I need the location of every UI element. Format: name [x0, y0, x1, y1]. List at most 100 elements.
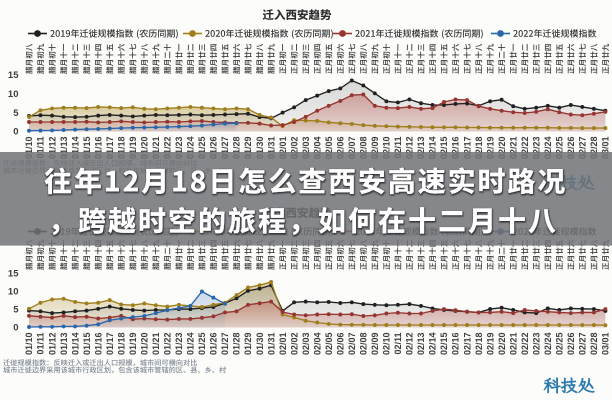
svg-text:02/24: 02/24	[543, 333, 553, 356]
svg-text:02/07: 02/07	[347, 137, 357, 160]
svg-text:01/15: 01/15	[82, 137, 92, 160]
svg-text:01/29: 01/29	[243, 333, 253, 356]
svg-text:02/27: 02/27	[578, 333, 588, 356]
svg-text:0: 0	[13, 323, 18, 334]
svg-text:01/11: 01/11	[36, 333, 46, 355]
svg-text:15: 15	[8, 269, 19, 280]
svg-text:01/30: 01/30	[255, 333, 265, 356]
svg-text:01/17: 01/17	[105, 137, 115, 160]
svg-text:01/21: 01/21	[151, 333, 161, 356]
svg-text:01/14: 01/14	[70, 333, 80, 356]
svg-text:01/18: 01/18	[116, 137, 126, 160]
svg-text:02/20: 02/20	[497, 333, 507, 356]
svg-text:02/11: 02/11	[393, 137, 403, 159]
svg-text:10: 10	[8, 89, 19, 100]
svg-text:02/04: 02/04	[312, 333, 322, 356]
svg-text:01/23: 01/23	[174, 137, 184, 160]
svg-text:01/26: 01/26	[209, 137, 219, 160]
svg-text:02/22: 02/22	[520, 333, 530, 356]
svg-text:02/20: 02/20	[497, 137, 507, 160]
svg-text:01/22: 01/22	[163, 333, 173, 356]
svg-text:01/25: 01/25	[197, 333, 207, 356]
svg-text:01/28: 01/28	[232, 333, 242, 356]
svg-text:02/21: 02/21	[508, 137, 518, 160]
svg-text:02/03: 02/03	[301, 333, 311, 356]
svg-text:02/11: 02/11	[393, 333, 403, 355]
svg-text:02/28: 02/28	[589, 137, 599, 160]
svg-text:02/10: 02/10	[382, 333, 392, 356]
svg-text:02/23: 02/23	[531, 137, 541, 160]
svg-text:01/22: 01/22	[163, 137, 173, 160]
svg-text:02/17: 02/17	[462, 333, 472, 356]
svg-text:02/16: 02/16	[451, 137, 461, 160]
svg-text:02/19: 02/19	[485, 137, 495, 160]
svg-text:5: 5	[13, 108, 19, 119]
svg-text:02/07: 02/07	[347, 333, 357, 356]
svg-text:01/13: 01/13	[59, 137, 69, 160]
svg-text:01/12: 01/12	[47, 333, 57, 356]
svg-text:02/01: 02/01	[278, 333, 288, 356]
svg-text:01/23: 01/23	[174, 333, 184, 356]
svg-text:01/10: 01/10	[24, 333, 34, 356]
svg-text:02/08: 02/08	[359, 333, 369, 356]
svg-text:01/13: 01/13	[59, 333, 69, 356]
svg-text:02/19: 02/19	[485, 333, 495, 356]
svg-text:01/19: 01/19	[128, 333, 138, 356]
svg-text:01/25: 01/25	[197, 137, 207, 160]
svg-text:02/12: 02/12	[405, 333, 415, 356]
svg-text:5: 5	[13, 305, 19, 316]
svg-text:01/26: 01/26	[209, 333, 219, 356]
svg-text:01/31: 01/31	[266, 333, 276, 356]
svg-text:03/01: 03/01	[601, 333, 611, 356]
svg-text:02/09: 02/09	[370, 333, 380, 356]
svg-text:02/28: 02/28	[589, 333, 599, 356]
svg-text:01/28: 01/28	[232, 137, 242, 160]
svg-text:01/24: 01/24	[186, 333, 196, 356]
svg-text:02/03: 02/03	[301, 137, 311, 160]
svg-text:01/27: 01/27	[220, 137, 230, 160]
svg-text:02/05: 02/05	[324, 137, 334, 160]
svg-text:01/16: 01/16	[93, 333, 103, 356]
svg-text:01/21: 01/21	[151, 137, 161, 160]
svg-text:01/16: 01/16	[93, 137, 103, 160]
svg-text:01/17: 01/17	[105, 333, 115, 356]
svg-text:02/26: 02/26	[566, 137, 576, 160]
svg-text:02/12: 02/12	[405, 137, 415, 160]
svg-text:02/01: 02/01	[278, 137, 288, 160]
svg-text:02/24: 02/24	[543, 137, 553, 160]
svg-text:01/12: 01/12	[47, 137, 57, 160]
svg-text:02/15: 02/15	[439, 333, 449, 356]
svg-text:02/05: 02/05	[324, 333, 334, 356]
svg-text:02/06: 02/06	[336, 137, 346, 160]
svg-text:02/13: 02/13	[416, 137, 426, 160]
svg-text:01/31: 01/31	[266, 137, 276, 160]
svg-text:02/18: 02/18	[474, 137, 484, 160]
svg-text:02/16: 02/16	[451, 333, 461, 356]
svg-text:01/19: 01/19	[128, 137, 138, 160]
svg-text:01/18: 01/18	[116, 333, 126, 356]
svg-text:02/26: 02/26	[566, 333, 576, 356]
svg-text:01/27: 01/27	[220, 333, 230, 356]
svg-text:02/17: 02/17	[462, 137, 472, 160]
svg-text:02/04: 02/04	[312, 137, 322, 160]
svg-text:02/09: 02/09	[370, 137, 380, 160]
svg-text:10: 10	[8, 287, 19, 298]
svg-text:02/02: 02/02	[289, 137, 299, 160]
svg-text:02/14: 02/14	[428, 137, 438, 160]
svg-text:02/25: 02/25	[555, 137, 565, 160]
svg-text:02/15: 02/15	[439, 137, 449, 160]
svg-text:02/06: 02/06	[336, 333, 346, 356]
svg-text:01/29: 01/29	[243, 137, 253, 160]
svg-text:02/18: 02/18	[474, 333, 484, 356]
svg-text:01/14: 01/14	[70, 137, 80, 160]
svg-text:02/25: 02/25	[555, 333, 565, 356]
svg-text:02/10: 02/10	[382, 137, 392, 160]
svg-text:02/22: 02/22	[520, 137, 530, 160]
svg-text:0: 0	[13, 127, 18, 138]
svg-text:01/20: 01/20	[140, 137, 150, 160]
svg-text:03/01: 03/01	[601, 137, 611, 160]
svg-text:01/11: 01/11	[36, 137, 46, 159]
svg-text:01/20: 01/20	[140, 333, 150, 356]
svg-text:01/10: 01/10	[24, 137, 34, 160]
svg-text:02/21: 02/21	[508, 333, 518, 356]
